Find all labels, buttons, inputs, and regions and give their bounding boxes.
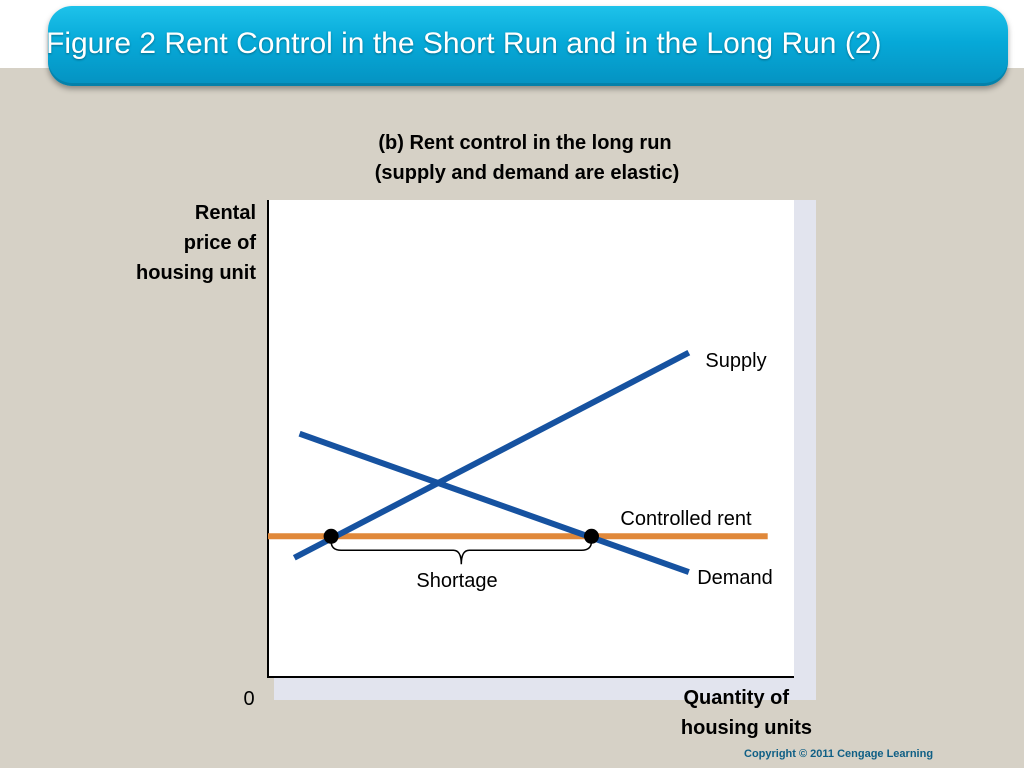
demand-label: Demand xyxy=(697,567,773,589)
x-axis-label-line2: housing units xyxy=(681,717,812,739)
x-axis-label-line1: Quantity of xyxy=(683,687,789,709)
chart-title-line2: (supply and demand are elastic) xyxy=(375,162,680,184)
chart-title-line1: (b) Rent control in the long run xyxy=(378,132,671,154)
shortage-brace xyxy=(330,541,593,565)
y-axis-label-line3: housing unit xyxy=(136,262,256,284)
controlled-rent-label: Controlled rent xyxy=(620,508,752,530)
y-axis-label-line1: Rental xyxy=(195,202,256,224)
supply-label: Supply xyxy=(705,350,766,372)
copyright-notice: Copyright © 2011 Cengage Learning xyxy=(744,748,934,760)
supply-controlled-rent-point xyxy=(323,528,339,544)
demand-controlled-rent-point xyxy=(583,528,599,544)
title-banner xyxy=(48,6,1008,86)
demand-line xyxy=(298,430,690,575)
y-axis-label-line2: price of xyxy=(184,232,257,254)
shortage-label: Shortage xyxy=(416,570,497,592)
origin-label: 0 xyxy=(243,688,254,710)
supply-line xyxy=(292,349,691,561)
slide-title: Figure 2 Rent Control in the Short Run a… xyxy=(46,27,882,60)
